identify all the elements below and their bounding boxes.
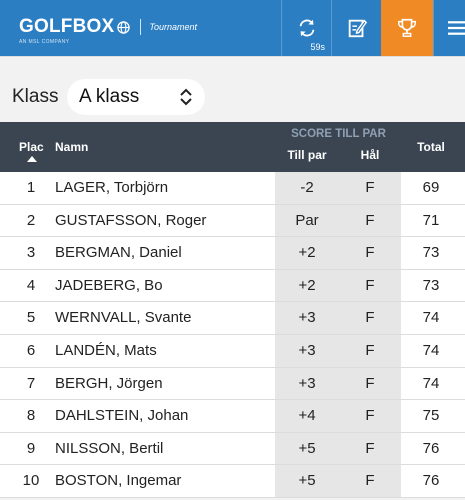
cell-total: 76 [422, 439, 440, 457]
column-group-score-to-par: SCORE TILL PAR [291, 128, 386, 140]
brand-tagline: AN MSL COMPANY [19, 39, 70, 45]
cell-till-par: Par [295, 211, 319, 229]
cell-till-par: +2 [298, 244, 316, 262]
cell-hal: F [365, 374, 375, 392]
cell-namn: JADEBERG, Bo [55, 276, 163, 294]
trophy-icon [398, 18, 416, 37]
cell-plac: 4 [26, 276, 36, 294]
table-row[interactable]: 1 LAGER, Torbjörn -2 F 69 [0, 172, 465, 205]
cell-till-par: +5 [298, 439, 316, 457]
top-bar: GOLFBOX Tournament AN MSL COMPANY 59s [0, 0, 465, 56]
cell-total: 76 [422, 472, 440, 490]
cell-till-par: +5 [298, 472, 316, 490]
cell-hal: F [365, 276, 375, 294]
cell-namn: GUSTAFSSON, Roger [55, 211, 207, 229]
cell-total: 69 [422, 179, 440, 196]
brand-divider [140, 19, 142, 35]
cell-total: 73 [422, 276, 440, 294]
brand-name: GOLFBOX [19, 16, 115, 37]
cell-till-par: -2 [300, 179, 314, 196]
select-arrows-icon [180, 88, 192, 106]
cell-total: 74 [422, 374, 440, 392]
brand-logo[interactable]: GOLFBOX Tournament AN MSL COMPANY [19, 16, 197, 45]
cell-hal: F [365, 244, 375, 262]
cell-plac: 6 [26, 341, 36, 359]
cell-hal: F [365, 439, 375, 457]
table-row[interactable]: 9 NILSSON, Bertil +5 F 76 [0, 432, 465, 466]
table-row[interactable]: 3 BERGMAN, Daniel +2 F 73 [0, 237, 465, 270]
cell-plac: 10 [22, 472, 40, 490]
cell-till-par: +4 [298, 407, 316, 425]
cell-namn: WERNVALL, Svante [55, 309, 192, 327]
cell-hal: F [365, 309, 375, 327]
cell-hal: F [365, 211, 375, 229]
column-namn[interactable]: Namn [55, 140, 89, 154]
table-row[interactable]: 4 JADEBERG, Bo +2 F 73 [0, 269, 465, 303]
cell-hal: F [365, 179, 375, 196]
table-row[interactable]: 6 LANDÉN, Mats +3 F 74 [0, 334, 465, 368]
section-label: Tournament [149, 22, 198, 32]
cell-hal: F [365, 472, 375, 490]
cell-namn: LAGER, Torbjörn [55, 179, 169, 196]
cell-namn: DAHLSTEIN, Johan [55, 407, 189, 425]
cell-namn: BERGH, Jörgen [55, 374, 163, 392]
column-plac[interactable]: Plac [19, 140, 44, 154]
cell-till-par: +3 [298, 309, 316, 327]
refresh-button[interactable]: 59s [281, 0, 331, 56]
sort-ascending-icon [27, 156, 37, 162]
cell-namn: LANDÉN, Mats [55, 341, 157, 359]
cell-plac: 7 [26, 374, 36, 392]
class-label: Klass [12, 86, 59, 107]
class-filter-bar: Klass A klass [0, 56, 465, 122]
cell-till-par: +3 [298, 341, 316, 359]
column-hal[interactable]: Hål [360, 148, 380, 162]
leaderboard-button[interactable] [381, 0, 433, 56]
table-row[interactable]: 2 GUSTAFSSON, Roger Par F 71 [0, 204, 465, 238]
cell-hal: F [365, 341, 375, 359]
scorecard-button[interactable] [331, 0, 381, 56]
column-till-par[interactable]: Till par [287, 148, 327, 162]
class-select-value: A klass [79, 86, 140, 107]
table-header: Plac Namn SCORE TILL PAR Till par Hål To… [0, 122, 465, 172]
cell-till-par: +3 [298, 374, 316, 392]
cell-plac: 3 [26, 244, 36, 262]
table-row[interactable]: 10 BOSTON, Ingemar +5 F 76 [0, 465, 465, 498]
refresh-icon [299, 19, 314, 37]
cell-namn: BOSTON, Ingemar [55, 472, 182, 490]
cell-plac: 5 [26, 309, 36, 327]
cell-total: 73 [422, 244, 440, 262]
cell-total: 74 [422, 341, 440, 359]
cell-namn: BERGMAN, Daniel [55, 244, 182, 262]
cell-total: 74 [422, 309, 440, 327]
class-select[interactable]: A klass [67, 79, 205, 115]
menu-icon [448, 21, 465, 35]
cell-total: 75 [422, 407, 440, 425]
cell-plac: 2 [26, 211, 36, 229]
table-row[interactable]: 5 WERNVALL, Svante +3 F 74 [0, 302, 465, 335]
cell-hal: F [365, 407, 375, 425]
menu-button[interactable] [433, 0, 465, 56]
leaderboard-rows: 1 LAGER, Torbjörn -2 F 69 2 GUSTAFSSON, … [0, 172, 465, 498]
cell-plac: 1 [26, 179, 36, 196]
column-total[interactable]: Total [417, 140, 445, 154]
cell-total: 71 [422, 211, 440, 229]
cell-till-par: +2 [298, 276, 316, 294]
cell-plac: 8 [26, 407, 36, 425]
globe-icon [117, 20, 131, 34]
refresh-countdown: 59s [310, 42, 325, 52]
table-row[interactable]: 8 DAHLSTEIN, Johan +4 F 75 [0, 400, 465, 433]
cell-namn: NILSSON, Bertil [55, 439, 164, 457]
table-row[interactable]: 7 BERGH, Jörgen +3 F 74 [0, 367, 465, 401]
scorecard-icon [348, 19, 367, 38]
cell-plac: 9 [26, 439, 36, 457]
